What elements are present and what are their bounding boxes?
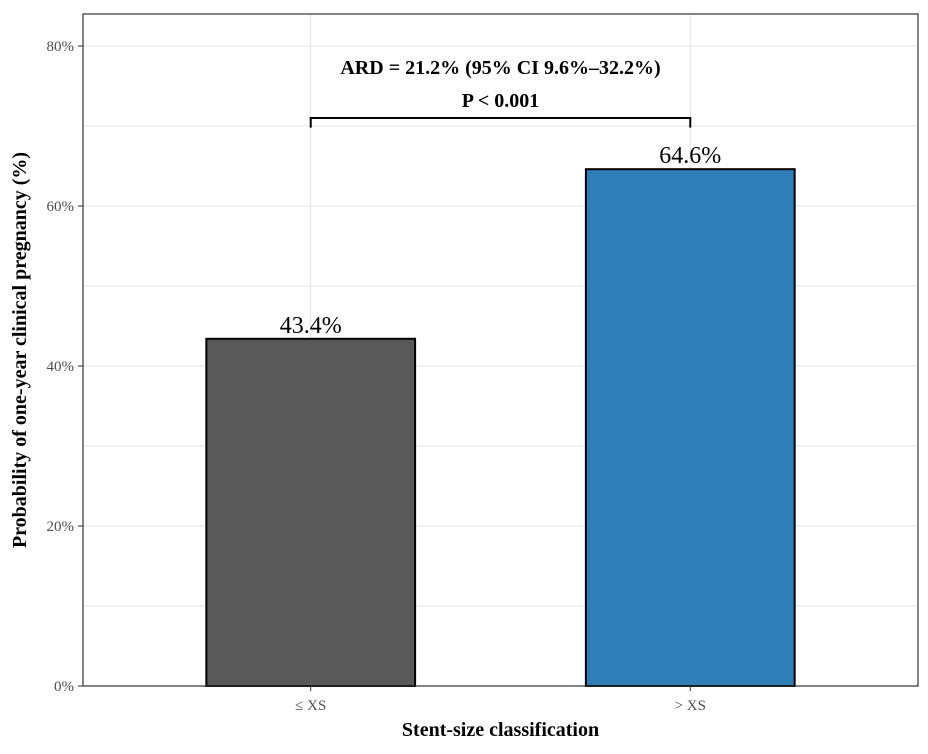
bars bbox=[205, 168, 796, 687]
x-axis-title: Stent-size classification bbox=[402, 719, 599, 741]
y-axis-title: Probability of one-year clinical pregnan… bbox=[9, 152, 31, 548]
y-tick-label: 0% bbox=[54, 679, 74, 695]
bar-1 bbox=[205, 337, 417, 687]
p-value-label: P < 0.001 bbox=[462, 90, 540, 112]
axes: 0% 20% 40% 60% 80% ≤ XS > XS bbox=[47, 39, 706, 714]
data-labels: 43.4% 64.6% bbox=[280, 143, 722, 339]
bar-value-label: 64.6% bbox=[659, 143, 721, 169]
effect-size-label: ARD = 21.2% (95% CI 9.6%–32.2%) bbox=[340, 57, 660, 79]
significance-annotation: ARD = 21.2% (95% CI 9.6%–32.2%) P < 0.00… bbox=[309, 57, 692, 128]
y-tick-label: 20% bbox=[47, 519, 75, 535]
x-tick-label: ≤ XS bbox=[295, 698, 326, 714]
significance-bracket bbox=[309, 117, 692, 128]
x-tick-label: > XS bbox=[675, 698, 706, 714]
y-tick-label: 40% bbox=[47, 359, 75, 375]
bar-value-label: 43.4% bbox=[280, 313, 342, 339]
bar-2 bbox=[584, 168, 796, 687]
y-tick-label: 60% bbox=[47, 199, 75, 215]
y-tick-label: 80% bbox=[47, 39, 75, 55]
plot-panel-border bbox=[82, 13, 919, 687]
